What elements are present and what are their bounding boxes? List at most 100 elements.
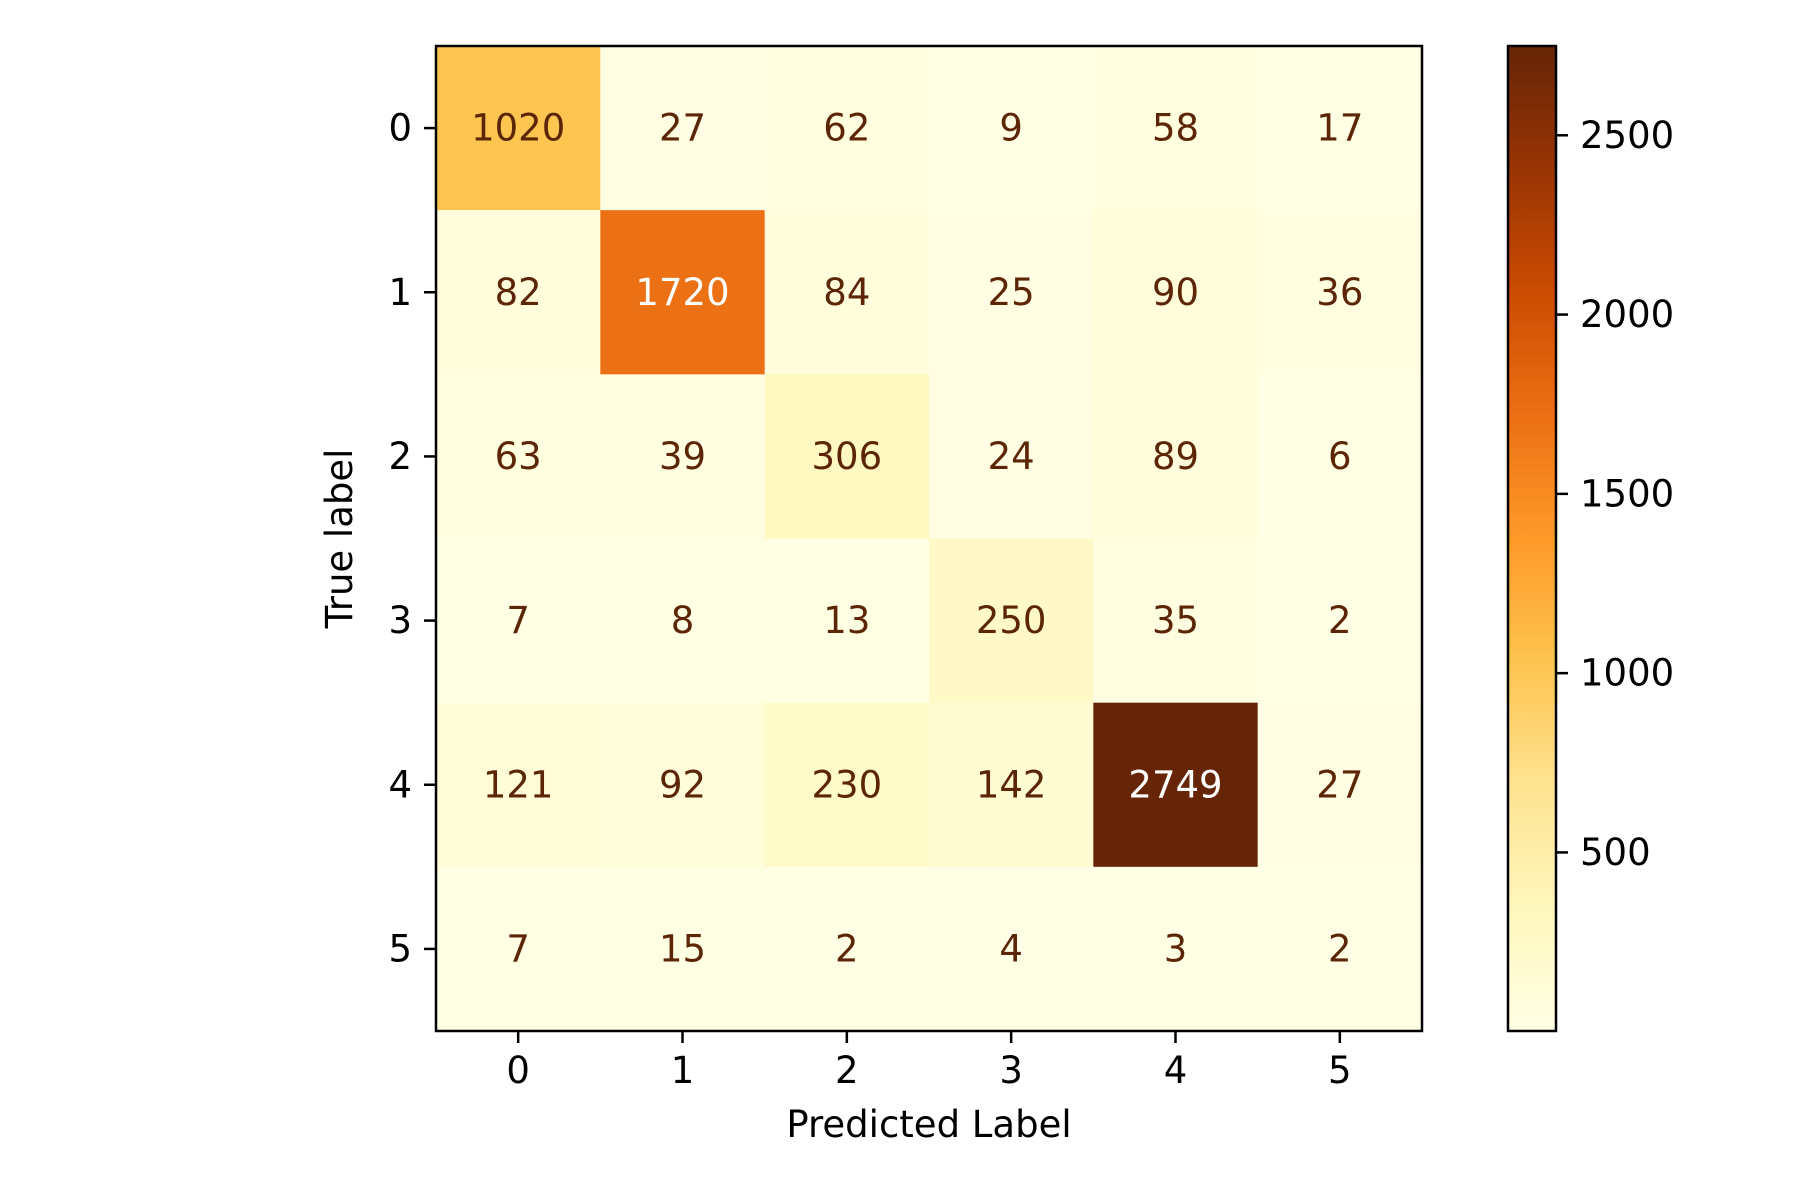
heatmap-cell bbox=[929, 866, 1094, 1032]
x-tick-label: 2 bbox=[835, 1049, 859, 1092]
cell-value-label: 4 bbox=[999, 927, 1023, 970]
cell-value-label: 121 bbox=[483, 763, 554, 806]
heatmap-cell bbox=[436, 210, 601, 375]
cell-value-label: 58 bbox=[1152, 107, 1199, 150]
x-tick-label: 0 bbox=[506, 1049, 530, 1092]
cell-value-label: 39 bbox=[659, 435, 706, 478]
cell-value-label: 3 bbox=[1164, 927, 1188, 970]
cell-value-label: 25 bbox=[988, 271, 1035, 314]
y-tick-label: 2 bbox=[388, 435, 412, 478]
heatmap-cell bbox=[929, 210, 1094, 375]
cell-value-label: 2 bbox=[835, 927, 859, 970]
colorbar bbox=[1508, 46, 1556, 1031]
y-tick-label: 0 bbox=[388, 107, 412, 150]
colorbar-tick-label: 500 bbox=[1580, 831, 1651, 874]
heatmap-cell bbox=[1257, 866, 1423, 1032]
cell-value-label: 2749 bbox=[1128, 763, 1222, 806]
cell-value-label: 84 bbox=[823, 271, 870, 314]
cell-value-label: 230 bbox=[812, 763, 883, 806]
heatmap-cell bbox=[929, 46, 1094, 211]
y-tick-label: 1 bbox=[388, 271, 412, 314]
heatmap-cell bbox=[764, 538, 930, 704]
heatmap-cell bbox=[764, 702, 930, 868]
cell-value-label: 142 bbox=[976, 763, 1047, 806]
cell-value-label: 7 bbox=[506, 927, 530, 970]
heatmap-cell bbox=[1093, 866, 1259, 1032]
cell-value-label: 250 bbox=[976, 599, 1047, 642]
colorbar-tick-label: 2000 bbox=[1580, 293, 1674, 336]
heatmap-cell bbox=[1257, 210, 1423, 375]
cell-value-label: 24 bbox=[988, 435, 1035, 478]
cell-value-label: 82 bbox=[495, 271, 542, 314]
heatmap-cell bbox=[1093, 46, 1259, 211]
heatmap-cell bbox=[436, 374, 601, 539]
heatmap-cell bbox=[436, 702, 601, 868]
heatmap-cell bbox=[764, 46, 930, 211]
plot-frame bbox=[434, 44, 1424, 1033]
cell-value-label: 90 bbox=[1152, 271, 1199, 314]
heatmap-cell bbox=[436, 46, 601, 211]
heatmap-cell bbox=[1257, 374, 1423, 539]
x-axis-ticks: 0 1 2 3 4 5 bbox=[506, 1031, 1352, 1092]
heatmap-cell bbox=[1257, 46, 1423, 211]
colorbar-tick-label: 2500 bbox=[1580, 114, 1674, 157]
x-tick-label: 1 bbox=[671, 1049, 695, 1092]
colorbar-frame bbox=[1506, 44, 1558, 1033]
cell-value-label: 1720 bbox=[635, 271, 729, 314]
x-tick-label: 4 bbox=[1164, 1049, 1188, 1092]
cell-value-label: 27 bbox=[1316, 763, 1363, 806]
heatmap-cell bbox=[600, 866, 766, 1032]
heatmap-cell bbox=[600, 210, 766, 375]
y-axis-ticks: 0 1 2 3 4 5 bbox=[388, 107, 436, 970]
cell-value-label: 7 bbox=[506, 599, 530, 642]
cell-value-label: 89 bbox=[1152, 435, 1199, 478]
heatmap-cell bbox=[600, 46, 766, 211]
cell-value-label: 17 bbox=[1316, 107, 1363, 150]
cell-value-label: 92 bbox=[659, 763, 706, 806]
x-axis-label: Predicted Label bbox=[786, 1103, 1071, 1146]
y-axis-label: True label bbox=[318, 449, 361, 630]
colorbar-ticks: 500 1000 1500 2000 2500 bbox=[1556, 114, 1674, 874]
cell-value-label: 2 bbox=[1328, 927, 1352, 970]
cell-value-label: 36 bbox=[1316, 271, 1363, 314]
cell-value-label: 1020 bbox=[471, 107, 565, 150]
cell-value-label: 27 bbox=[659, 107, 706, 150]
heatmap-cell bbox=[764, 210, 930, 375]
x-tick-label: 3 bbox=[999, 1049, 1023, 1092]
cell-value-label: 13 bbox=[823, 599, 870, 642]
y-tick-label: 5 bbox=[388, 927, 412, 970]
heatmap-cell bbox=[1257, 702, 1423, 868]
colorbar-tick-label: 1000 bbox=[1580, 652, 1674, 695]
colorbar-tick-label: 1500 bbox=[1580, 472, 1674, 515]
cell-value-label: 9 bbox=[999, 107, 1023, 150]
cell-value-label: 62 bbox=[823, 107, 870, 150]
heatmap-cell bbox=[1257, 538, 1423, 704]
heatmap-cell bbox=[929, 538, 1094, 704]
cell-value-label: 15 bbox=[659, 927, 706, 970]
heatmap-cell bbox=[1093, 374, 1259, 539]
heatmap-cell bbox=[1093, 702, 1259, 868]
cell-value-label: 306 bbox=[812, 435, 883, 478]
heatmap-cell bbox=[436, 538, 601, 704]
heatmap-cell bbox=[600, 538, 766, 704]
heatmap-cell bbox=[1093, 538, 1259, 704]
cell-value-label: 2 bbox=[1328, 599, 1352, 642]
heatmap-cell bbox=[764, 866, 930, 1032]
cell-value-label: 6 bbox=[1328, 435, 1352, 478]
heatmap-cell bbox=[436, 866, 601, 1032]
heatmap-cell bbox=[1093, 210, 1259, 375]
y-tick-label: 4 bbox=[388, 763, 412, 806]
x-tick-label: 5 bbox=[1328, 1049, 1352, 1092]
cell-value-label: 8 bbox=[671, 599, 695, 642]
heatmap-cell bbox=[929, 374, 1094, 539]
heatmap-cells bbox=[436, 46, 1423, 1032]
heatmap-cell bbox=[764, 374, 930, 539]
heatmap-cell bbox=[929, 702, 1094, 868]
heatmap-cell bbox=[600, 702, 766, 868]
cell-value-label: 35 bbox=[1152, 599, 1199, 642]
y-tick-label: 3 bbox=[388, 599, 412, 642]
heatmap-cell bbox=[600, 374, 766, 539]
